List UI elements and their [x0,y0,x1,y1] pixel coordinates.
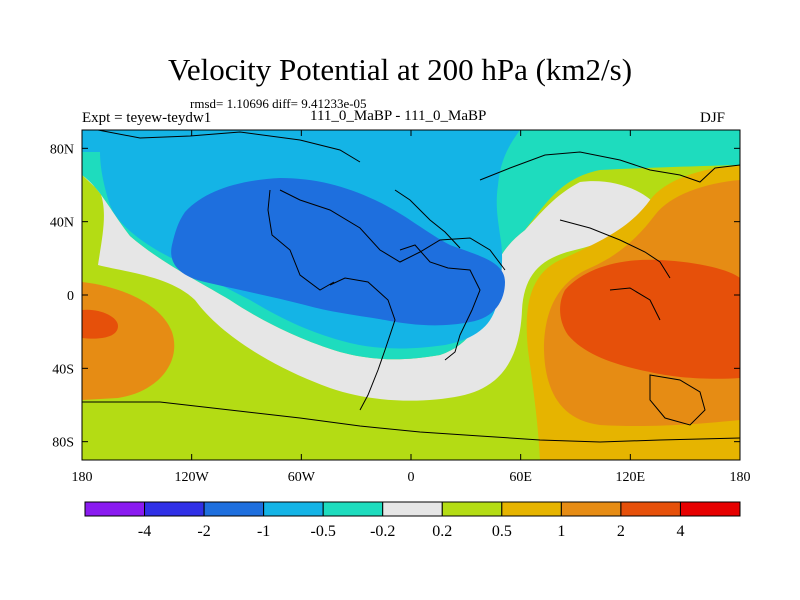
plot-title: Velocity Potential at 200 hPa (km2/s) [167,52,633,87]
y-tick-label: 40N [50,216,74,231]
colorbar-swatch [203,501,265,517]
colorbar-swatch [679,501,741,517]
y-tick-label: 0 [67,289,74,304]
y-tick-label: 80S [52,436,74,451]
x-tick-label: 60W [288,470,316,485]
x-tick-label: 180 [72,470,93,485]
colorbar-label: 0.2 [432,523,452,540]
colorbar-label: -2 [197,523,210,540]
colorbar-swatch [144,501,205,517]
contour-blue [171,178,505,326]
colorbar-label: -0.5 [311,523,336,540]
contour-field [82,130,740,460]
colorbar-swatch [620,501,681,517]
x-tick-label: 60E [509,470,532,485]
colorbar-label: 4 [676,523,684,540]
colorbar-swatch [84,501,146,517]
contour-east-redorange [560,259,740,379]
x-tick-label: 180 [730,470,751,485]
x-tick-label: 120E [616,470,646,485]
colorbar-label: -1 [257,523,270,540]
season-label: DJF [700,110,726,126]
colorbar-label: 0.5 [492,523,512,540]
map-axes: 180 120W 60W 0 60E 120E 180 80N 40N 0 40S 80S [50,130,751,485]
colorbar-swatch [441,501,503,517]
experiment-label: Expt = teyew-teydw1 [82,110,212,126]
case-label: 111_0_MaBP - 111_0_MaBP [310,108,487,124]
y-tick-label: 80N [50,142,74,157]
colorbar-swatch [322,501,384,517]
colorbar-label: 1 [557,523,565,540]
coastlines [82,130,740,443]
colorbar-swatch [560,501,622,517]
contour-west-redorange [82,309,118,339]
stats-label: rmsd= 1.10696 diff= 9.41233e-05 [190,96,367,111]
colorbar-swatch [382,501,443,517]
y-tick-label: 40S [52,362,74,377]
colorbar-swatch [501,501,562,517]
colorbar-swatch [263,501,324,517]
contour-grey-band [82,175,655,401]
colorbar-label: 2 [617,523,625,540]
contour-west-orange [82,282,175,400]
colorbar: -4 -2 -1 -0.5 -0.2 0.2 0.5 1 2 4 [84,501,741,540]
colorbar-label: -4 [138,523,151,540]
colorbar-label: -0.2 [370,523,395,540]
x-tick-label: 0 [408,470,415,485]
x-tick-label: 120W [175,470,210,485]
